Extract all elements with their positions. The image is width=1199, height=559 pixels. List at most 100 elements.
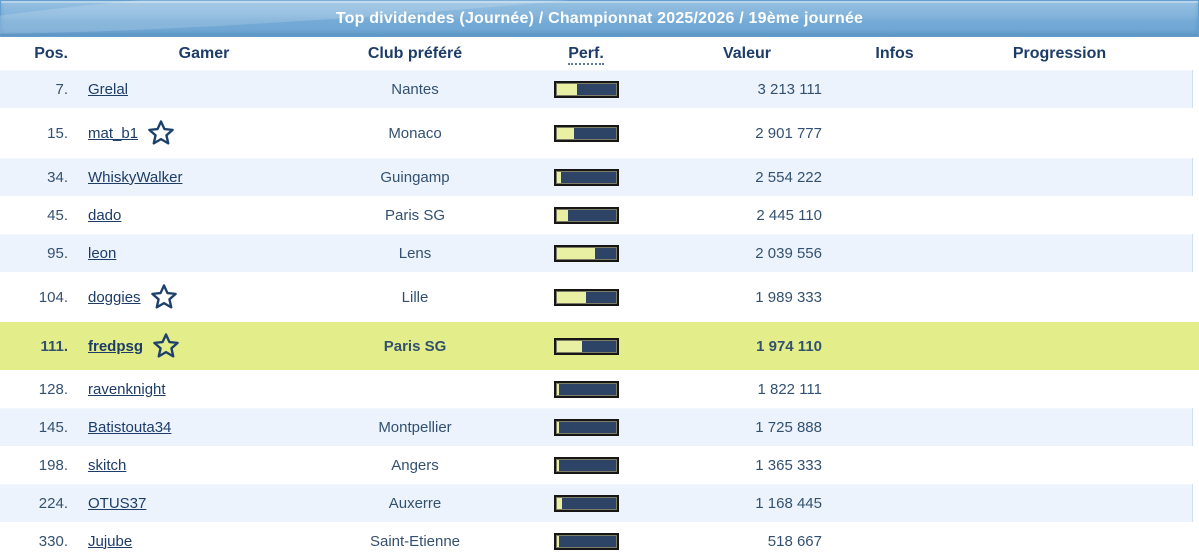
club-cell: Paris SG [383,337,447,355]
perf-cell [500,80,672,98]
position-cell: 34. [47,168,68,186]
gamer-link[interactable]: fredpsg [88,337,144,355]
header-pos: Pos. [34,44,68,62]
perf-bar-track [556,459,616,471]
perf-cell [500,456,672,474]
table-row: 330. Jujube Saint-Etienne 518 667 [0,522,1193,559]
club-cell: Nantes [391,80,439,98]
perf-bar [553,288,619,306]
perf-bar-fill [556,209,569,221]
club-cell: Auxerre [388,494,442,512]
value-cell: 1 725 888 [755,418,822,436]
gamer-link[interactable]: Jujube [88,532,133,550]
club-cell: Saint-Etienne [369,532,461,550]
value-cell: 518 667 [767,532,822,550]
perf-bar [553,418,619,436]
perf-cell [500,288,672,306]
gamer-cell: WhiskyWalker [78,169,330,186]
value-cell: 2 554 222 [755,168,822,186]
perf-bar [553,124,619,142]
position-cell: 128. [38,380,68,398]
value-cell: 1 168 445 [755,494,822,512]
perf-bar-track [556,497,616,509]
perf-cell [500,532,672,550]
perf-bar-fill [556,83,577,95]
gamer-link[interactable]: skitch [88,456,127,474]
perf-bar [553,494,619,512]
value-cell: 1 822 111 [757,380,822,398]
gamer-cell: Jujube [78,533,330,550]
table-row: 198. skitch Angers 1 365 333 [0,446,1193,484]
perf-bar-track [556,291,616,303]
club-cell: Paris SG [384,206,445,224]
header-infos: Infos [875,44,914,62]
perf-cell [500,244,672,262]
gamer-link[interactable]: WhiskyWalker [88,168,183,186]
page-title: Top dividendes (Journée) / Championnat 2… [335,9,864,27]
gamer-link[interactable]: ravenknight [88,380,166,398]
gamer-cell: doggies [78,282,330,312]
position-cell: 330. [38,532,68,550]
star-icon [149,282,179,312]
table-row: 7. Grelal Nantes 3 213 111 [0,70,1193,108]
gamer-cell: skitch [78,457,330,474]
perf-bar [553,456,619,474]
table-row: 15. mat_b1 Monaco 2 901 777 [0,108,1193,158]
table-body: 7. Grelal Nantes 3 213 111 15. mat_b1 [0,70,1199,559]
value-cell: 2 445 110 [756,206,822,224]
perf-bar-fill [556,171,562,183]
perf-bar-fill [556,291,586,303]
perf-bar-track [556,421,616,433]
perf-bar-track [556,209,616,221]
gamer-cell: ravenknight [78,381,330,398]
gamer-cell: dado [78,207,330,224]
perf-cell [500,206,672,224]
gamer-cell: leon [78,245,330,262]
value-cell: 1 365 333 [755,456,822,474]
table-row: 104. doggies Lille 1 989 333 [0,272,1193,322]
table-row: 45. dado Paris SG 2 445 110 [0,196,1193,234]
gamer-link[interactable]: doggies [88,288,141,306]
perf-bar-fill [556,421,560,433]
gamer-link[interactable]: mat_b1 [88,124,139,142]
perf-bar-track [556,127,616,139]
perf-bar-track [556,383,616,395]
star-icon [151,331,181,361]
position-cell: 145. [38,418,68,436]
club-cell: Angers [391,456,439,474]
value-cell: 2 901 777 [755,124,822,142]
perf-bar-track [556,535,616,547]
star-icon [146,118,176,148]
club-cell: Montpellier [378,418,452,436]
perf-bar-track [556,247,616,259]
header-gamer: Gamer [178,44,230,62]
gamer-link[interactable]: OTUS37 [88,494,147,512]
perf-bar [553,380,619,398]
position-cell: 7. [55,80,68,98]
header-valeur: Valeur [722,44,772,62]
perf-cell [500,418,672,436]
gamer-link[interactable]: dado [88,206,122,224]
club-cell: Monaco [388,124,442,142]
perf-bar-fill [556,497,562,509]
club-cell: Lens [398,244,432,262]
gamer-link[interactable]: leon [88,244,117,262]
perf-bar [553,337,619,355]
position-cell: 15. [47,124,68,142]
position-cell: 198. [38,456,68,474]
gamer-link[interactable]: Batistouta34 [88,418,172,436]
perf-cell [500,494,672,512]
club-cell: Lille [401,288,429,306]
perf-bar [553,244,619,262]
table-row: 34. WhiskyWalker Guingamp 2 554 222 [0,158,1193,196]
perf-bar [553,80,619,98]
perf-tooltip-label[interactable]: Perf. [568,44,604,65]
perf-bar-track [556,83,616,95]
table-row: 95. leon Lens 2 039 556 [0,234,1193,272]
gamer-cell: Batistouta34 [78,419,330,436]
gamer-link[interactable]: Grelal [88,80,129,98]
perf-bar-fill [556,535,559,547]
perf-bar-track [556,340,616,352]
table-header-row: Pos. Gamer Club préféré Perf. Valeur Inf… [0,37,1199,70]
